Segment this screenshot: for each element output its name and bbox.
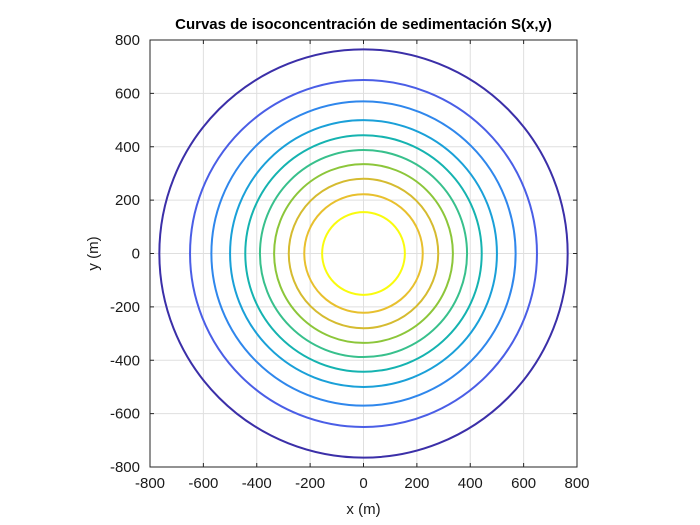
y-tick-label: 800 [115,32,140,49]
x-tick-label: 600 [511,475,536,492]
y-tick-label: -200 [110,299,140,316]
x-tick-label: 400 [458,475,483,492]
contour-line-10 [158,48,569,459]
x-tick-label: 0 [359,475,367,492]
x-tick-label: -800 [135,475,165,492]
contour-line-2 [303,193,424,314]
y-tick-label: 0 [132,246,140,263]
y-tick-label: -800 [110,459,140,476]
x-tick-label: 200 [404,475,429,492]
contour-line-8 [210,100,517,407]
contour-line-9 [189,79,538,428]
x-tick-label: -600 [188,475,218,492]
x-tick-label: 800 [564,475,589,492]
y-tick-label: 400 [115,139,140,156]
contour-line-7 [229,119,498,388]
contour-line-5 [258,148,469,359]
contour-line-6 [244,134,483,373]
y-tick-label: 200 [115,192,140,209]
y-tick-label: -400 [110,352,140,369]
ticks: -800 -600 -400 -200 0 200 400 600 800 -800 -600 -40… [110,32,590,492]
x-tick-label: -400 [242,475,272,492]
contour-line-1 [321,211,406,296]
contour-line-3 [287,177,440,330]
x-axis-label: x (m) [346,501,380,518]
contour-lines [158,48,569,459]
y-tick-label: 600 [115,85,140,102]
x-tick-label: -200 [295,475,325,492]
chart-title: Curvas de isoconcentración de sedimentac… [175,16,552,33]
y-axis-label: y (m) [85,236,102,270]
contour-line-4 [273,163,454,344]
y-tick-label: -600 [110,406,140,423]
